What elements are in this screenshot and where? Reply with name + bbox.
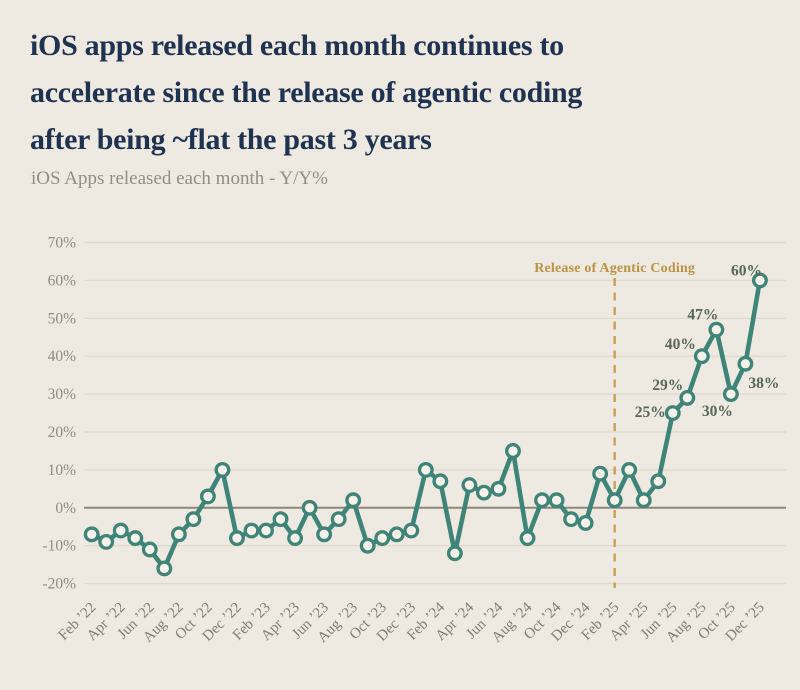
data-point-marker xyxy=(330,511,347,528)
data-point-marker xyxy=(170,526,187,543)
data-point-marker xyxy=(461,477,478,494)
data-point-marker xyxy=(606,492,623,509)
data-point-marker xyxy=(127,530,144,547)
data-point-marker xyxy=(83,526,100,543)
data-point-marker xyxy=(534,492,550,509)
data-point-marker xyxy=(214,461,231,478)
data-point-marker xyxy=(577,515,594,531)
y-tick-label: 60% xyxy=(48,272,77,289)
point-value-label: 38% xyxy=(748,375,779,392)
data-point-marker xyxy=(141,541,158,558)
data-point-marker xyxy=(272,511,289,528)
point-labels: 25% 29% 40% 47% 30% 38% 60% xyxy=(635,262,780,421)
data-point-marker xyxy=(548,492,565,509)
data-point-marker xyxy=(345,492,362,509)
line-chart: 70% 60% 50% 40% 30% 20% 10% 0% -10% -20% Feb ’22Ap… xyxy=(42,235,786,646)
y-axis-labels: 70% 60% 50% 40% 30% 20% 10% 0% -10% -20% xyxy=(42,235,76,593)
data-point-marker xyxy=(621,461,638,478)
data-point-marker xyxy=(505,442,521,459)
data-point-marker xyxy=(156,560,173,577)
data-point-marker xyxy=(592,465,609,482)
annotation-label: Release of Agentic Coding xyxy=(534,261,695,276)
y-tick-label: 20% xyxy=(48,424,77,441)
data-point-marker xyxy=(301,499,318,516)
gridlines xyxy=(84,241,786,585)
point-value-label: 29% xyxy=(652,377,683,394)
data-point-marker xyxy=(635,492,652,509)
chart-subtitle: iOS Apps released each month - Y/Y% xyxy=(31,168,328,189)
y-tick-label: 40% xyxy=(48,348,77,365)
data-point-marker xyxy=(693,348,710,365)
y-tick-label: 10% xyxy=(48,462,77,479)
data-point-marker xyxy=(417,461,434,478)
point-value-label: 30% xyxy=(702,403,733,420)
point-value-label: 47% xyxy=(687,307,718,324)
data-point-marker xyxy=(490,480,507,497)
y-tick-label: -10% xyxy=(42,538,76,555)
y-tick-label: 50% xyxy=(48,310,77,327)
data-point-marker xyxy=(519,530,536,547)
data-point-marker xyxy=(475,484,492,501)
y-tick-label: 70% xyxy=(48,235,77,252)
page-title: iOS apps released each month continues t… xyxy=(30,29,583,156)
point-value-label: 25% xyxy=(635,404,666,421)
data-point-marker xyxy=(403,522,420,539)
y-tick-label: 30% xyxy=(48,386,77,403)
data-point-marker xyxy=(737,355,754,372)
point-value-label: 40% xyxy=(665,336,696,353)
y-tick-label: -20% xyxy=(42,576,76,593)
y-tick-label: 0% xyxy=(55,500,76,517)
data-point-marker xyxy=(199,488,216,505)
data-point-marker xyxy=(650,473,667,490)
point-value-label: 60% xyxy=(731,262,762,279)
data-point-marker xyxy=(446,545,463,562)
data-point-marker xyxy=(563,511,580,528)
data-point-marker xyxy=(287,530,304,547)
data-point-marker xyxy=(98,533,115,550)
data-point-marker xyxy=(722,386,739,403)
data-point-marker xyxy=(432,473,449,490)
data-point-marker xyxy=(243,522,260,539)
data-point-marker xyxy=(229,530,245,547)
data-point-marker xyxy=(708,321,725,338)
data-point-marker xyxy=(388,526,405,543)
data-point-marker xyxy=(374,530,391,547)
data-point-marker xyxy=(258,522,274,539)
data-point-marker xyxy=(679,389,696,406)
data-point-marker xyxy=(664,405,681,422)
data-markers xyxy=(83,272,768,577)
data-point-marker xyxy=(112,522,129,539)
data-point-marker xyxy=(751,272,768,289)
data-point-marker xyxy=(359,537,376,554)
data-point-marker xyxy=(316,526,333,543)
data-point-marker xyxy=(185,511,202,528)
